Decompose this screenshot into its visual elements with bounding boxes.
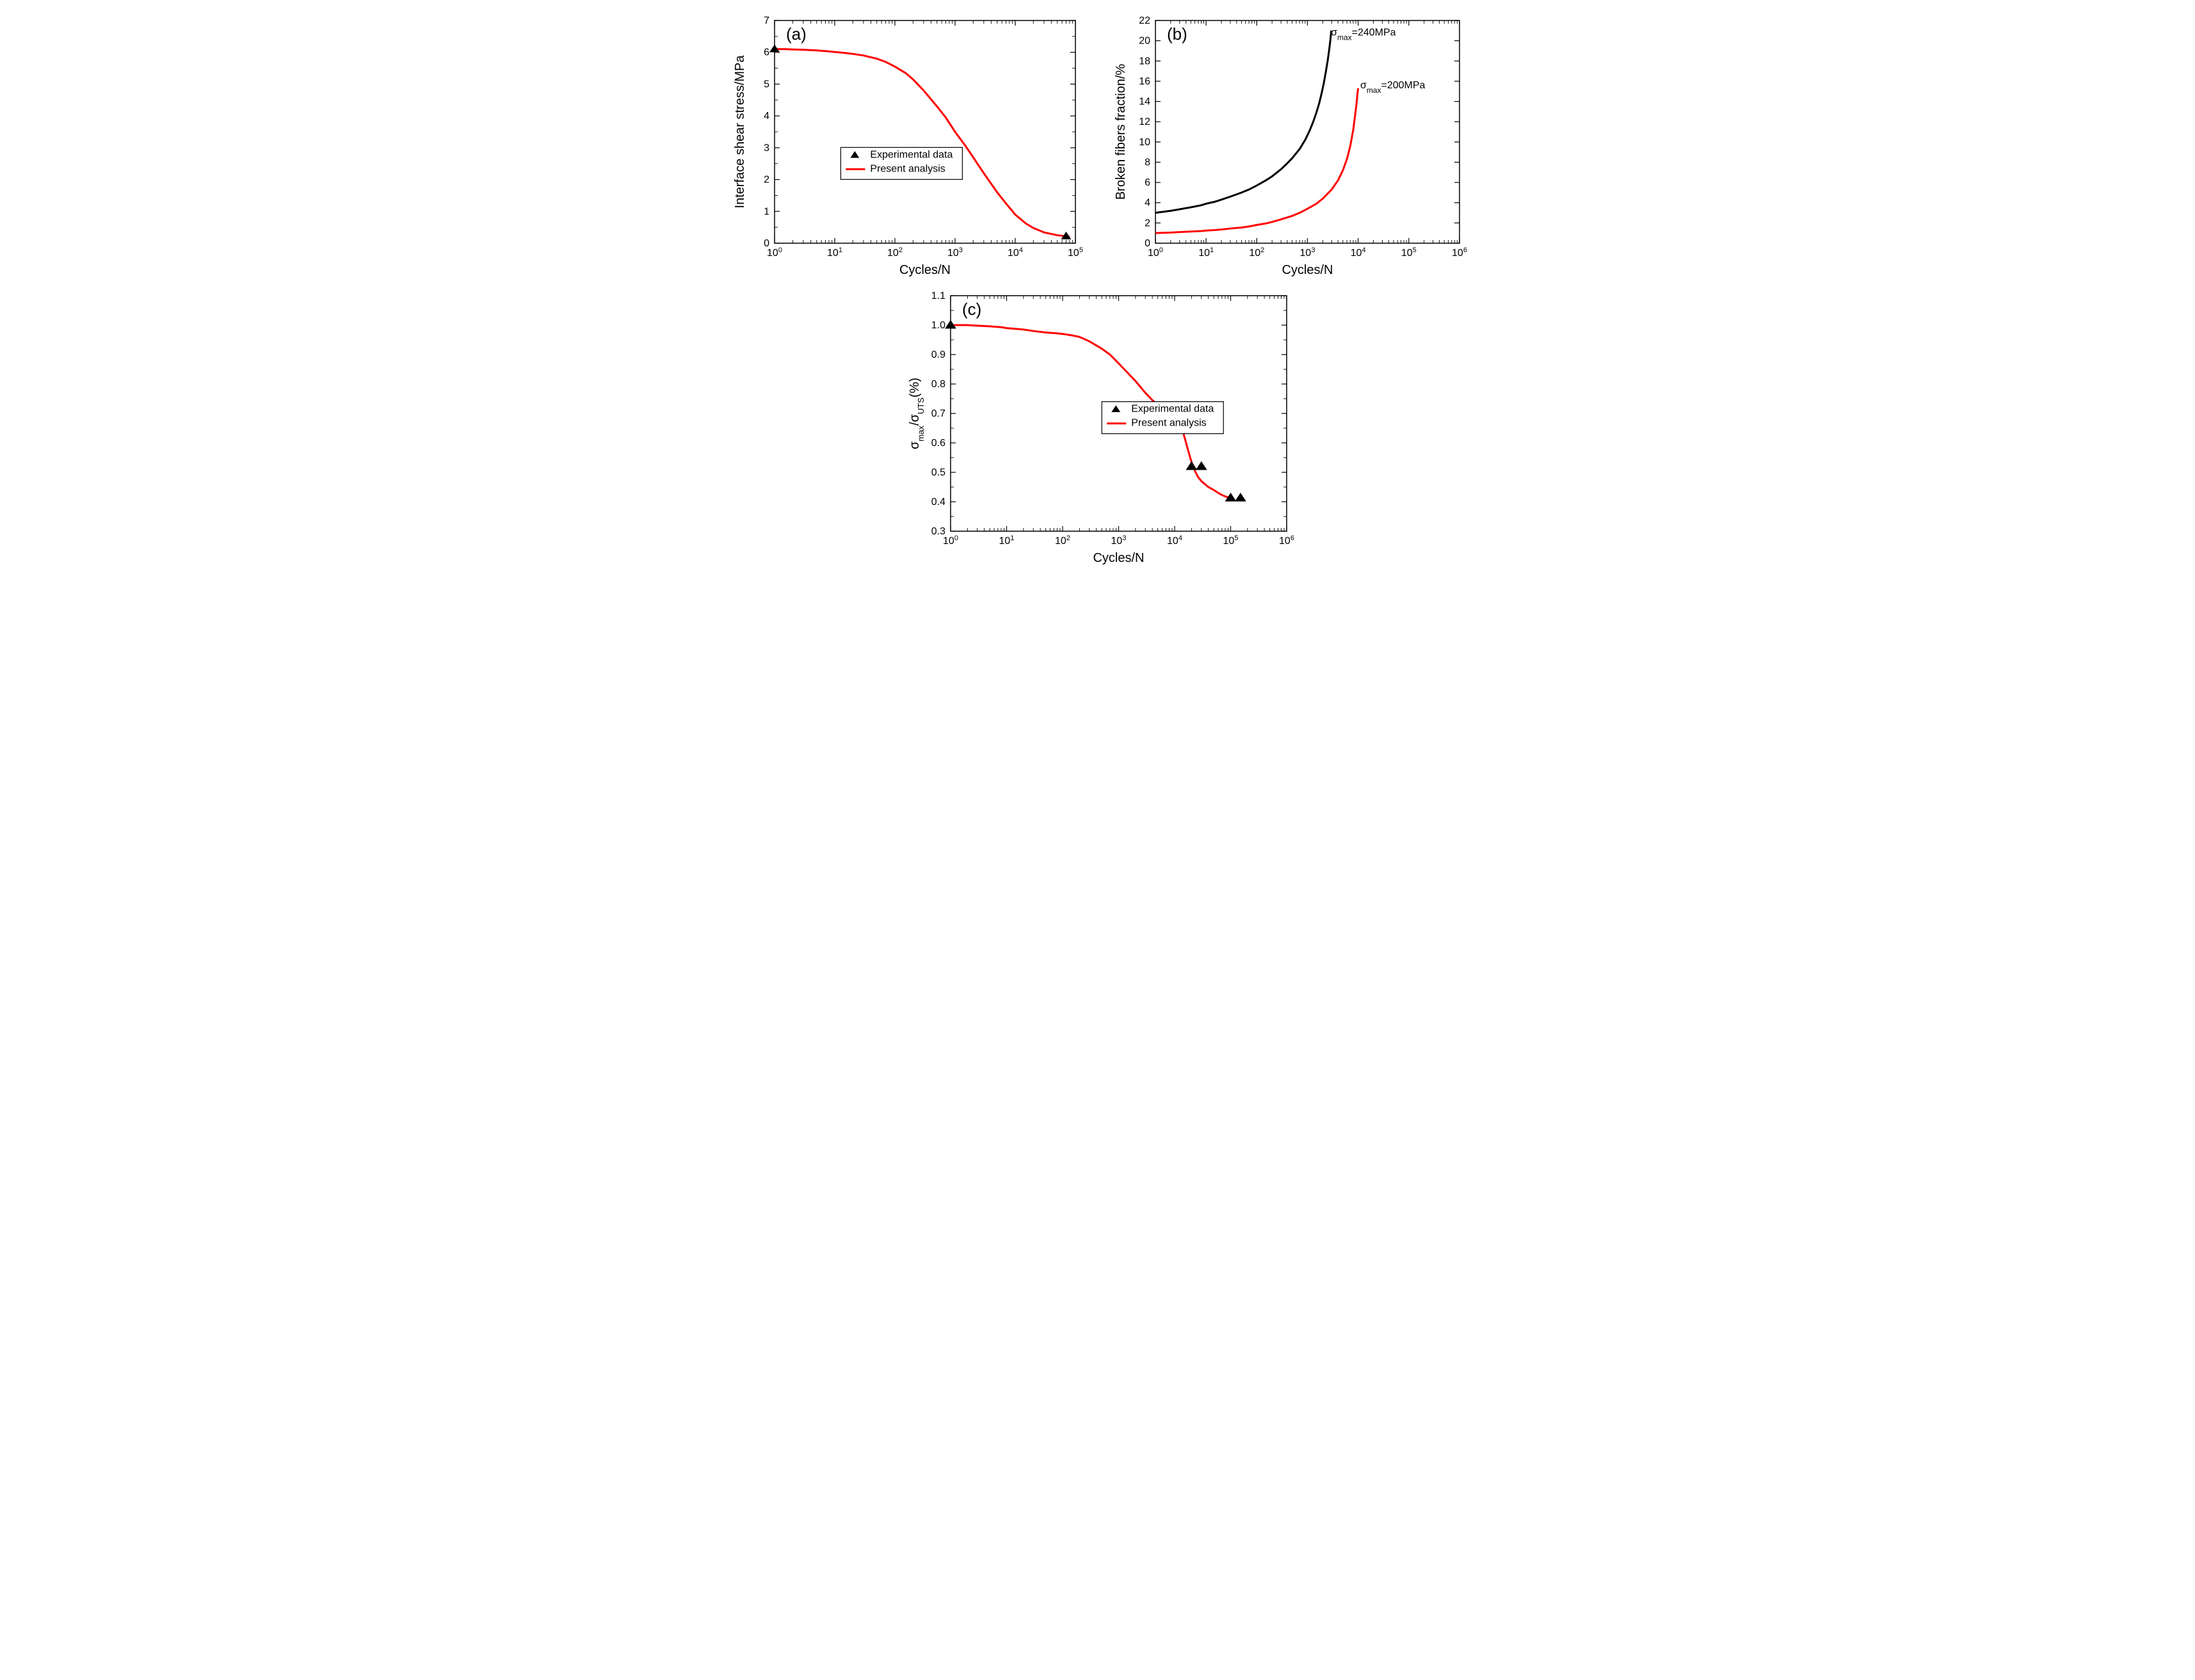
panel-c-svg: 1001011021031041051060.30.40.50.60.70.80… [899, 288, 1296, 570]
annotation-s200: σmax=200MPa [1360, 80, 1425, 95]
series-s240 [1155, 31, 1331, 213]
bottom-row: 1001011021031041051060.30.40.50.60.70.80… [714, 288, 1482, 570]
svg-text:102: 102 [887, 246, 903, 259]
svg-text:3: 3 [764, 143, 769, 154]
svg-text:8: 8 [1145, 157, 1150, 168]
svg-text:0.3: 0.3 [931, 526, 945, 537]
svg-text:7: 7 [764, 15, 769, 26]
svg-text:6: 6 [1145, 177, 1150, 188]
panel-b: 1001011021031041051060246810121416182022… [1111, 13, 1469, 282]
svg-text:0.7: 0.7 [931, 408, 945, 419]
panel-a-svg: 10010110210310410501234567Cycles/NInterf… [727, 13, 1085, 282]
svg-text:5: 5 [764, 79, 769, 90]
x-axis-label: Cycles/N [1282, 263, 1333, 277]
svg-text:0.4: 0.4 [931, 497, 945, 508]
svg-text:14: 14 [1139, 97, 1150, 108]
legend-item-1: Present analysis [1131, 418, 1206, 429]
panel-c: 1001011021031041051060.30.40.50.60.70.80… [899, 288, 1296, 570]
svg-text:20: 20 [1139, 36, 1150, 47]
svg-text:105: 105 [1401, 246, 1416, 259]
svg-text:10: 10 [1139, 137, 1150, 148]
legend-item-0: Experimental data [870, 149, 953, 160]
panel-b-svg: 1001011021031041051060246810121416182022… [1111, 13, 1469, 282]
series-present [775, 49, 1070, 237]
svg-text:4: 4 [764, 111, 769, 122]
y-axis-label: Interface shear stress/MPa [733, 55, 747, 209]
x-axis-label: Cycles/N [1093, 551, 1144, 565]
svg-text:1.1: 1.1 [931, 291, 945, 301]
svg-text:0: 0 [764, 238, 769, 249]
svg-text:0.6: 0.6 [931, 438, 945, 449]
svg-text:0: 0 [1145, 238, 1150, 249]
svg-text:103: 103 [1299, 246, 1315, 259]
svg-text:102: 102 [1055, 534, 1070, 547]
annotation-s240: σmax=240MPa [1331, 28, 1396, 42]
panel-label: (a) [786, 24, 807, 44]
svg-text:105: 105 [1223, 534, 1238, 547]
svg-text:12: 12 [1139, 116, 1150, 127]
svg-text:102: 102 [1249, 246, 1264, 259]
svg-text:4: 4 [1145, 198, 1150, 209]
legend-item-1: Present analysis [870, 163, 945, 174]
svg-text:105: 105 [1068, 246, 1083, 259]
svg-text:103: 103 [1111, 534, 1126, 547]
series-s200 [1155, 88, 1358, 233]
svg-text:22: 22 [1139, 15, 1150, 26]
svg-text:103: 103 [947, 246, 963, 259]
panel-a: 10010110210310410501234567Cycles/NInterf… [727, 13, 1085, 282]
svg-text:2: 2 [1145, 218, 1150, 228]
svg-text:0.9: 0.9 [931, 349, 945, 360]
svg-text:106: 106 [1452, 246, 1467, 259]
panel-label: (b) [1167, 24, 1187, 44]
svg-text:104: 104 [1350, 246, 1365, 259]
svg-text:101: 101 [827, 246, 842, 259]
svg-text:106: 106 [1279, 534, 1294, 547]
svg-text:101: 101 [1198, 246, 1214, 259]
svg-text:6: 6 [764, 47, 769, 58]
panel-label: (c) [962, 300, 981, 319]
svg-text:1: 1 [764, 206, 769, 217]
x-axis-label: Cycles/N [899, 263, 950, 277]
legend-item-0: Experimental data [1131, 404, 1214, 415]
svg-text:16: 16 [1139, 76, 1150, 87]
svg-text:18: 18 [1139, 56, 1150, 67]
svg-text:1.0: 1.0 [931, 320, 945, 331]
svg-text:0.8: 0.8 [931, 379, 945, 390]
svg-text:101: 101 [999, 534, 1014, 547]
svg-text:104: 104 [1167, 534, 1182, 547]
figure-container: 10010110210310410501234567Cycles/NInterf… [714, 13, 1482, 570]
y-axis-label: σmax/σUTS(%) [908, 378, 926, 449]
y-axis-label: Broken fibers fraction/% [1114, 64, 1128, 200]
svg-text:2: 2 [764, 175, 769, 186]
svg-text:104: 104 [1008, 246, 1023, 259]
svg-text:0.5: 0.5 [931, 467, 945, 478]
top-row: 10010110210310410501234567Cycles/NInterf… [714, 13, 1482, 282]
